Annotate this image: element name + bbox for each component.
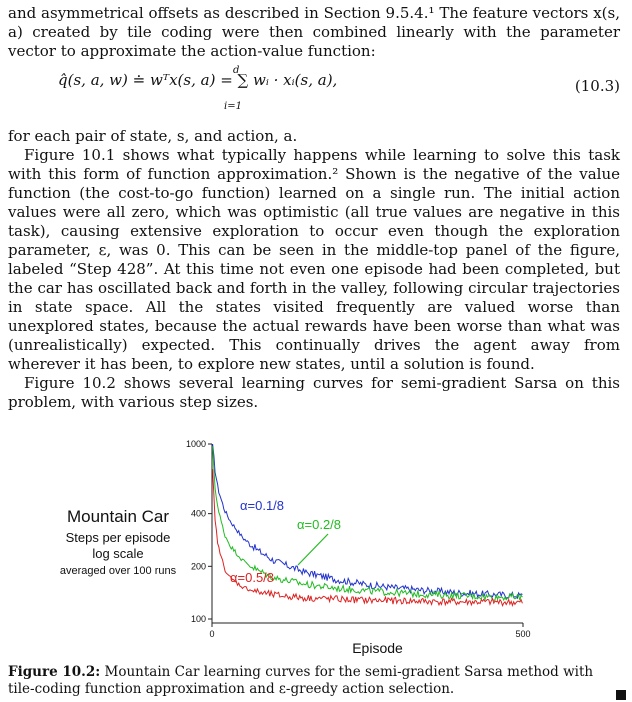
series-line [212, 443, 523, 600]
series-line [212, 469, 523, 607]
equation: q̂(s, a, w) ≐ wᵀx(s, a) = ∑ wᵢ · xᵢ(s, a… [58, 65, 338, 112]
series-label: α=0.5/8 [230, 570, 274, 585]
paragraph-intro: and asymmetrical offsets as described in… [8, 4, 620, 60]
caption-label: Figure 10.2: [8, 664, 101, 680]
y-tick-label: 200 [191, 561, 206, 571]
figure-caption: Figure 10.2: Mountain Car learning curve… [8, 664, 620, 698]
x-axis-label: Episode [352, 640, 403, 656]
figure-10-2: 100 200 400 1000 0 500 Episode Mountain Car Step… [8, 412, 620, 664]
page: and asymmetrical offsets as described in… [8, 4, 620, 698]
series-line [212, 446, 523, 602]
sum-upper-limit: d [233, 65, 240, 76]
caption-text: Mountain Car learning curves for the sem… [8, 664, 594, 697]
y-tick-label: 400 [191, 509, 206, 519]
paragraph-state-action: for each pair of state, s, and action, a… [8, 127, 298, 145]
y-tick-label: 1000 [186, 439, 206, 449]
sum-lower-limit: i=1 [224, 101, 242, 112]
chart-subtitle-line: averaged over 100 runs [60, 565, 177, 577]
series-label-pointer [297, 533, 329, 566]
chart-title: Mountain Car [67, 507, 169, 526]
x-tick-label: 0 [209, 629, 214, 639]
paragraph-figure-10-1: Figure 10.1 shows what typically happens… [8, 146, 620, 373]
series-label: α=0.1/8 [240, 498, 284, 513]
equation-body: q̂(s, a, w) ≐ wᵀx(s, a) = ∑ wᵢ · xᵢ(s, a… [58, 71, 338, 89]
series-label: α=0.2/8 [297, 517, 341, 532]
x-tick-label: 500 [515, 629, 530, 639]
equation-number: (10.3) [574, 77, 620, 95]
chart-subtitle-line: Steps per episode [66, 530, 171, 545]
equation-block: q̂(s, a, w) ≐ wᵀx(s, a) = ∑ wᵢ · xᵢ(s, a… [8, 61, 620, 133]
learning-curves-chart: 100 200 400 1000 0 500 Episode Mountain Car Step… [60, 439, 531, 656]
y-tick-label: 100 [191, 614, 206, 624]
paragraph-figure-10-2: Figure 10.2 shows several learning curve… [8, 374, 620, 411]
end-of-example-square [616, 690, 626, 700]
chart-subtitle-line: log scale [92, 546, 143, 561]
